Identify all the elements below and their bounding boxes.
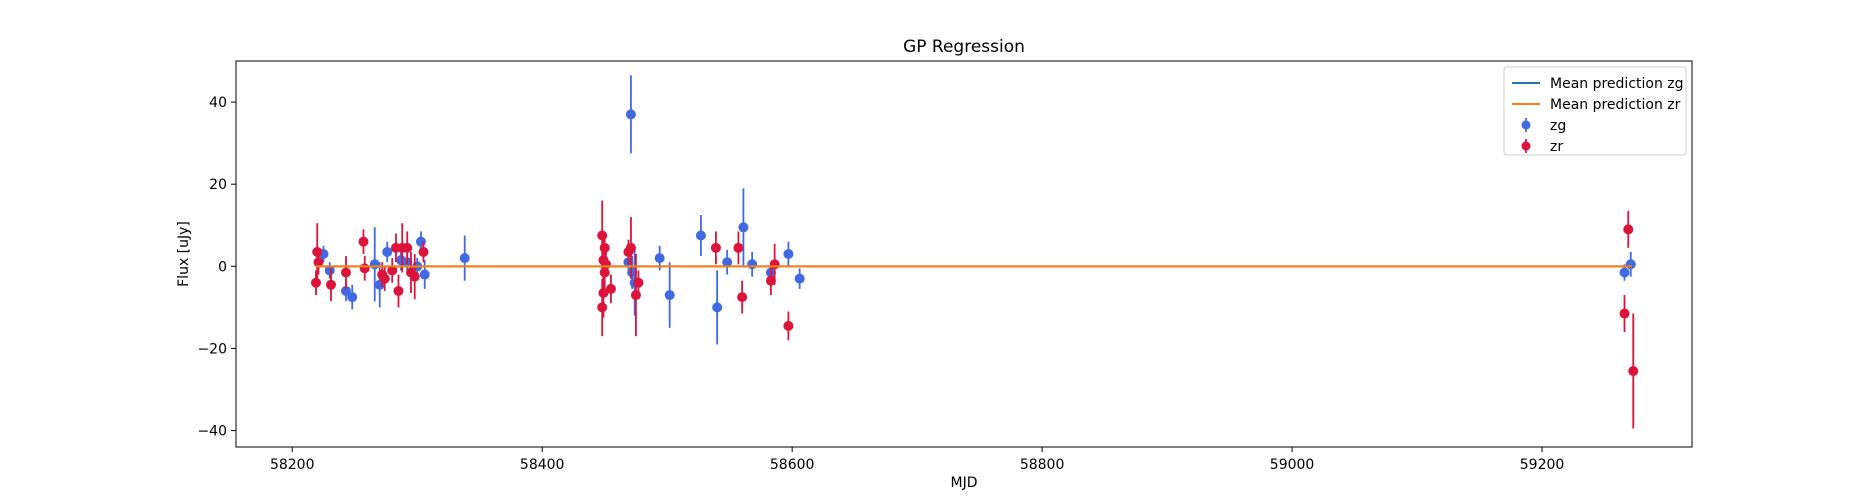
x-tick-label: 58600 [770, 457, 815, 473]
data-point-zg [369, 259, 380, 270]
data-point-zr [633, 277, 644, 288]
x-tick-label: 58400 [520, 457, 565, 473]
plot-frame [235, 60, 1693, 448]
data-point-zr [710, 242, 721, 253]
data-point-zg [654, 253, 665, 264]
data-point-zg [747, 259, 758, 270]
y-axis-label: Flux [uJy] [176, 221, 192, 287]
data-point-zg [1625, 259, 1636, 270]
data-point-zr [313, 257, 324, 268]
data-point-zg [783, 249, 794, 259]
data-point-zg [340, 285, 351, 296]
data-point-zr [625, 242, 636, 253]
data-point-zr [599, 267, 610, 278]
x-tick-label: 59000 [1270, 457, 1315, 473]
data-point-zr [598, 288, 609, 299]
data-point-zg [794, 273, 805, 284]
legend-label: Mean prediction zg [1550, 76, 1684, 92]
data-point-zr [310, 277, 321, 288]
data-point-zr [359, 263, 370, 274]
data-point-zr [630, 290, 641, 301]
axis-ticks: 58200 58400 58600 58800 59000 59200 −40 −20 0 20 4… [197, 95, 1564, 473]
data-point-zg [664, 290, 675, 301]
data-point-zg [712, 302, 723, 313]
data-point-zr [1619, 308, 1630, 319]
y-tick-label: 0 [218, 259, 227, 275]
data-point-zg [625, 109, 636, 120]
data-point-zg [459, 253, 470, 264]
data-point-zr [1628, 366, 1639, 377]
series-zr [310, 200, 1639, 429]
legend-label: zr [1550, 139, 1563, 155]
data-point-zr [340, 267, 351, 278]
legend-label: zg [1550, 118, 1566, 134]
data-point-zr [605, 283, 616, 294]
data-point-zr [402, 242, 413, 253]
data-point-zr [733, 242, 744, 253]
data-point-zr [379, 273, 390, 284]
legend-label: Mean prediction zr [1550, 97, 1681, 113]
series-zg [318, 75, 1636, 345]
data-point-zg [347, 292, 358, 303]
legend-marker-swatch [1521, 120, 1531, 130]
data-point-zr [769, 259, 780, 270]
data-point-zg [415, 236, 426, 247]
data-point-zr [393, 285, 404, 296]
data-point-zg [419, 269, 430, 280]
data-point-zr [358, 236, 369, 247]
legend-marker-swatch [1521, 141, 1531, 151]
x-tick-label: 59200 [1520, 457, 1565, 473]
x-axis-label: MJD [951, 475, 978, 491]
data-point-zr [597, 230, 608, 241]
data-point-zr [737, 292, 748, 303]
data-point-zg [324, 265, 335, 276]
data-point-zr [418, 246, 429, 257]
data-point-zg [722, 257, 733, 268]
x-tick-label: 58800 [1020, 457, 1065, 473]
y-tick-label: 20 [209, 177, 227, 193]
data-point-zr [599, 242, 610, 253]
data-point-zg [382, 246, 393, 257]
data-point-zr [765, 275, 776, 286]
legend: Mean prediction zg Mean prediction zr zg zr [1503, 66, 1687, 156]
data-point-zg [695, 230, 706, 241]
data-point-zr [409, 271, 420, 282]
data-point-zr [312, 246, 323, 257]
legend-box [1503, 66, 1687, 156]
plot-area [310, 75, 1639, 429]
data-point-zr [325, 279, 336, 290]
y-tick-label: 40 [209, 95, 227, 111]
y-tick-label: −20 [197, 341, 227, 357]
data-point-zr [600, 259, 611, 270]
chart-title: GP Regression [903, 37, 1025, 57]
data-point-zg [1619, 267, 1630, 278]
data-point-zg [738, 222, 749, 233]
data-point-zr [783, 320, 794, 331]
data-point-zr [597, 302, 608, 313]
data-point-zr [1623, 224, 1634, 235]
data-point-zr [387, 265, 398, 276]
x-tick-label: 58200 [270, 457, 315, 473]
y-tick-label: −40 [197, 424, 227, 440]
